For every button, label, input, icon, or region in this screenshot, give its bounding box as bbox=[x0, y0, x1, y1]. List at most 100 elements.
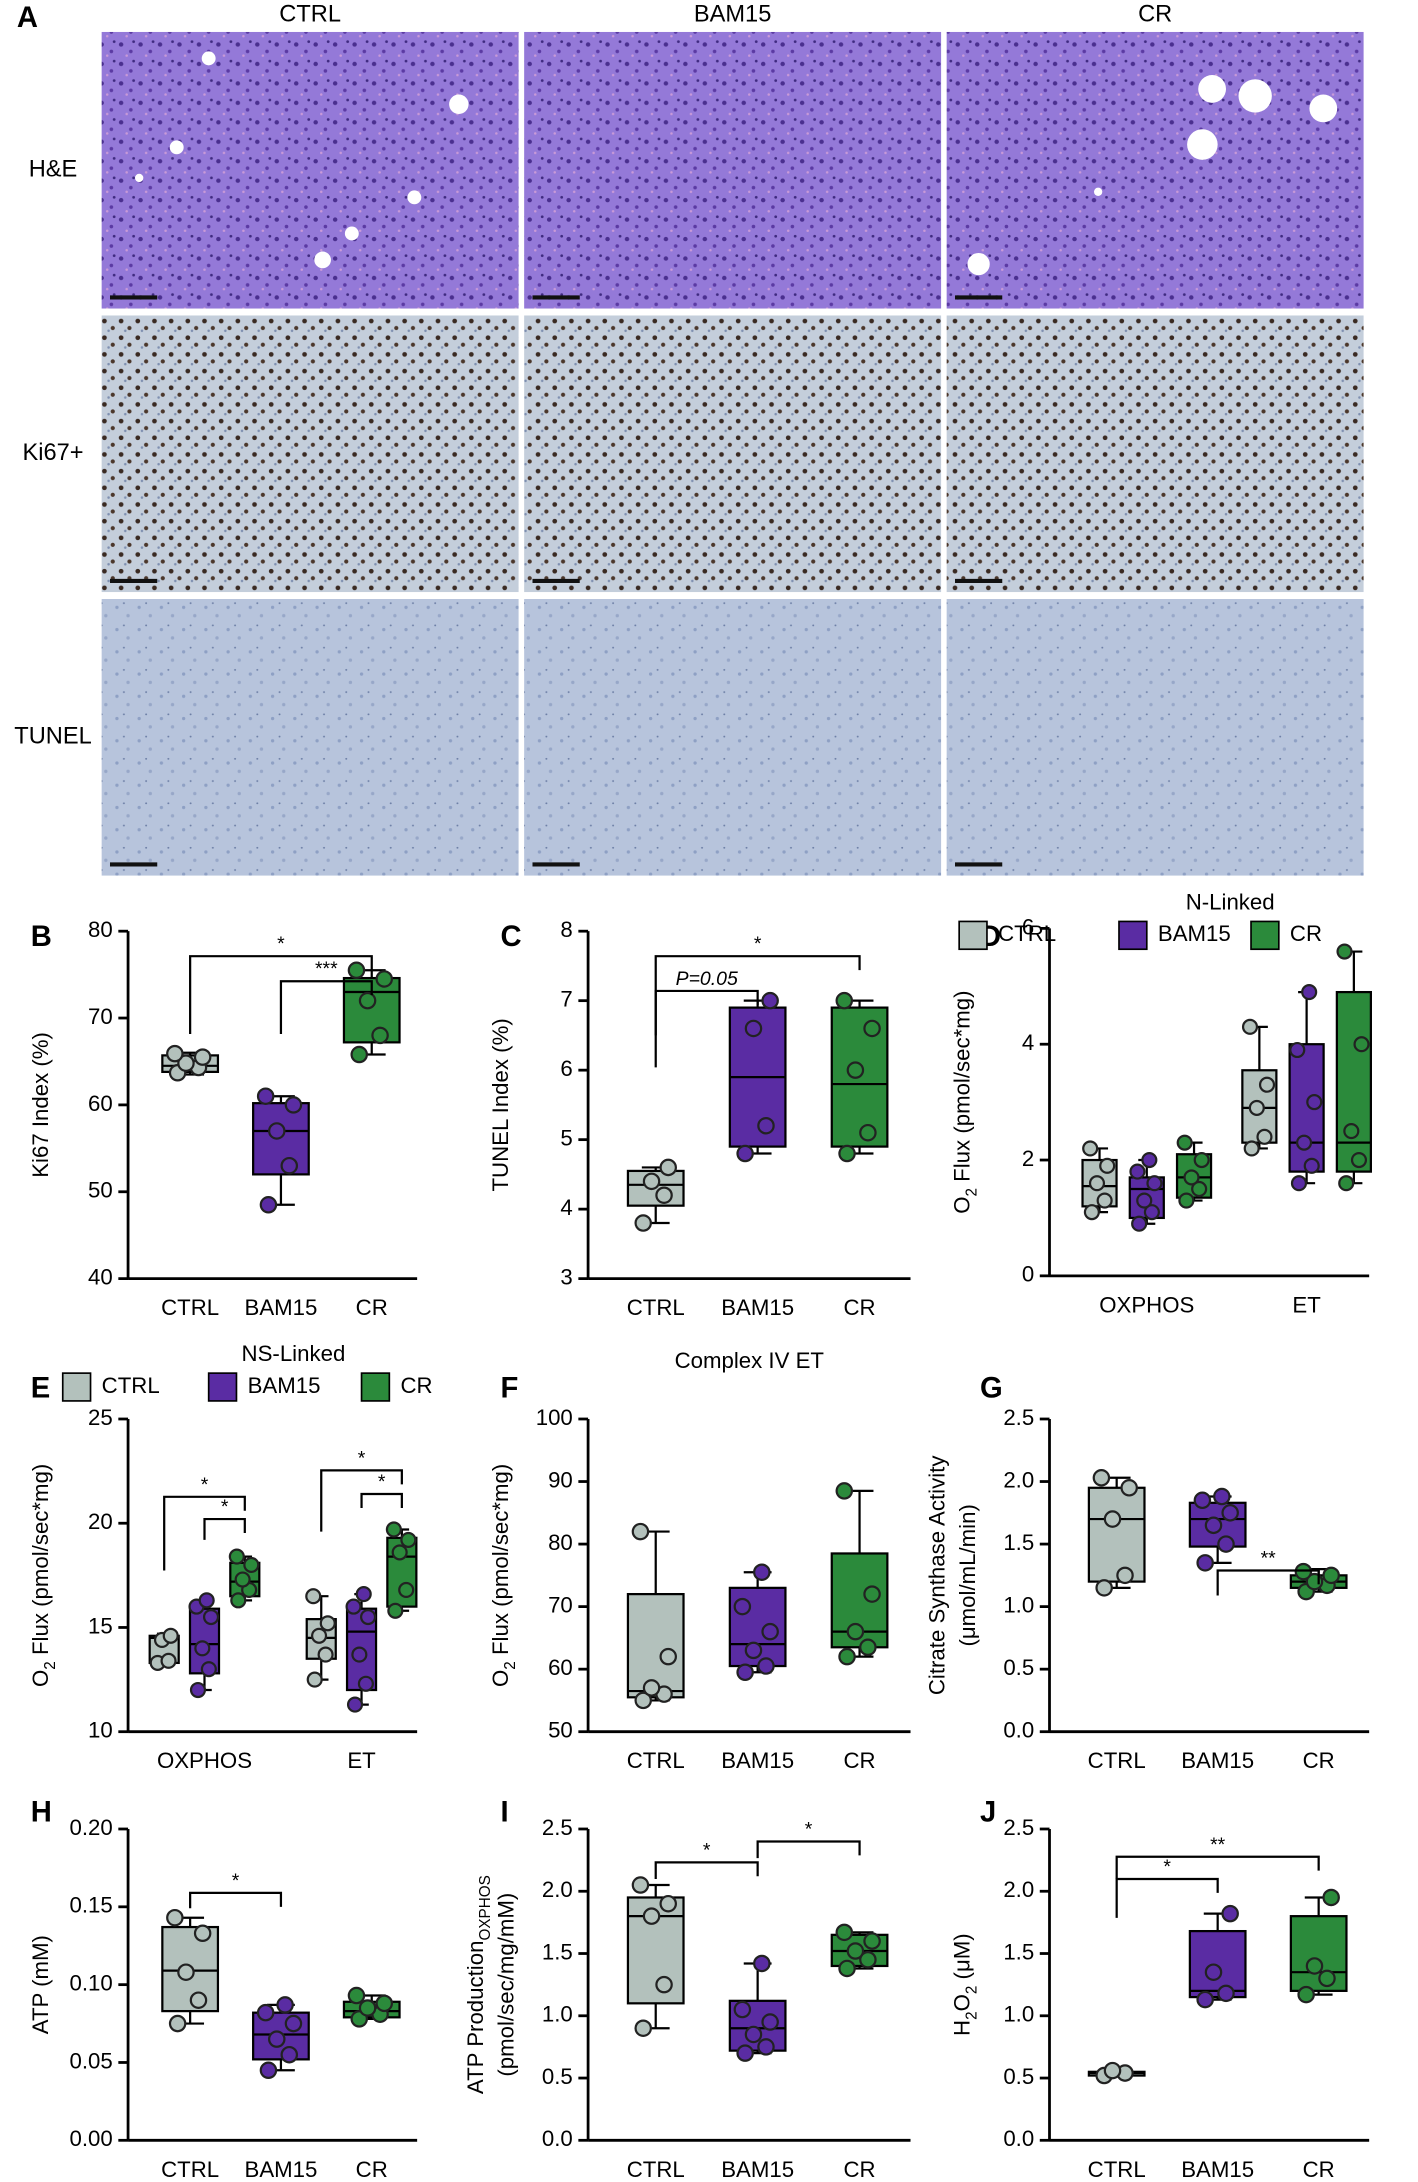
x-tick-label: BAM15 bbox=[1181, 2157, 1254, 2182]
data-point bbox=[1217, 1535, 1235, 1553]
legend-label: CR bbox=[400, 1373, 432, 1398]
y-tick-label: 100 bbox=[536, 1405, 573, 1430]
data-point bbox=[1301, 984, 1318, 1001]
data-point bbox=[835, 1482, 854, 1500]
panel-letter: I bbox=[501, 1796, 509, 1828]
row-label: H&E bbox=[29, 156, 78, 182]
data-point bbox=[400, 1531, 417, 1548]
data-point bbox=[1303, 1157, 1320, 1174]
legend-swatch bbox=[360, 1372, 391, 1402]
data-point bbox=[863, 1585, 881, 1603]
data-point bbox=[642, 1679, 661, 1697]
data-point bbox=[1143, 1204, 1160, 1221]
data-point bbox=[193, 1048, 212, 1066]
whisker-high bbox=[641, 1530, 670, 1595]
data-point bbox=[1136, 1192, 1153, 1209]
significance-label: * bbox=[805, 1819, 813, 1841]
y-axis-label-part: O bbox=[28, 1670, 53, 1687]
significance-label: * bbox=[378, 1471, 386, 1493]
data-point bbox=[168, 2014, 187, 2033]
data-point bbox=[259, 1196, 278, 1214]
data-point bbox=[189, 1991, 208, 2009]
y-tick-label: 1.0 bbox=[1003, 1592, 1034, 1617]
data-point bbox=[351, 1646, 368, 1663]
y-tick-label: 2.0 bbox=[1003, 1877, 1034, 1902]
data-point bbox=[634, 1691, 652, 1710]
y-axis-label-part: Flux (pmol/sec*mg) bbox=[949, 990, 974, 1188]
box bbox=[1087, 1486, 1146, 1583]
significance-label: P=0.05 bbox=[676, 968, 738, 990]
y-tick-label: 0.00 bbox=[70, 2126, 113, 2151]
significance-bracket bbox=[189, 1891, 283, 1909]
data-point bbox=[200, 1661, 217, 1678]
y-axis-label: ATP (mM) bbox=[28, 1935, 53, 2034]
significance-bracket bbox=[654, 1861, 759, 1880]
data-point bbox=[1092, 1469, 1111, 1487]
y-tick-label: 10 bbox=[88, 1718, 113, 1743]
y-axis-label-part: TUNEL Index (%) bbox=[488, 1018, 513, 1191]
data-point bbox=[1241, 1018, 1259, 1035]
significance-bracket bbox=[1115, 1855, 1320, 1880]
y-tick-label: 2.0 bbox=[1003, 1467, 1034, 1492]
y-tick-label: 50 bbox=[548, 1718, 573, 1743]
significance-bracket bbox=[203, 1517, 246, 1540]
data-point bbox=[757, 2038, 775, 2056]
box bbox=[1188, 1929, 1247, 1999]
data-point bbox=[1178, 1192, 1195, 1209]
vacuole bbox=[314, 251, 331, 269]
significance-label: *** bbox=[315, 958, 338, 980]
data-point bbox=[1296, 1134, 1313, 1151]
y-tick-label: 0.20 bbox=[70, 1815, 113, 1840]
data-point bbox=[166, 1044, 184, 1063]
data-point bbox=[350, 1045, 368, 1064]
data-point bbox=[160, 1652, 177, 1669]
data-point bbox=[1290, 1175, 1308, 1192]
data-point bbox=[194, 1640, 211, 1657]
y-tick-label: 2.5 bbox=[1003, 1815, 1034, 1840]
data-point bbox=[1103, 2061, 1122, 2080]
x-tick-label: CTRL bbox=[161, 2157, 219, 2182]
y-tick-label: 90 bbox=[548, 1467, 573, 1492]
micrograph bbox=[101, 31, 519, 309]
y-tick-label: 80 bbox=[88, 917, 113, 942]
x-tick-label: CR bbox=[844, 1748, 876, 1773]
data-point bbox=[863, 1019, 881, 1038]
y-axis-label: TUNEL Index (%) bbox=[488, 1018, 513, 1191]
whisker-high bbox=[1298, 990, 1316, 1045]
data-point bbox=[1083, 1204, 1100, 1221]
significance-label: * bbox=[201, 1474, 209, 1496]
data-point bbox=[1217, 1984, 1235, 2003]
data-point bbox=[1120, 1479, 1138, 1497]
legend-swatch bbox=[1250, 920, 1280, 951]
data-point bbox=[655, 1975, 673, 1994]
y-tick-label: 0 bbox=[1022, 1262, 1034, 1287]
data-point bbox=[268, 1122, 286, 1140]
x-tick-label: CTRL bbox=[161, 1295, 219, 1320]
y-tick-label: 25 bbox=[88, 1405, 113, 1430]
data-point bbox=[357, 1675, 374, 1692]
data-point bbox=[1248, 1099, 1265, 1116]
data-point bbox=[1193, 1151, 1210, 1169]
vacuole bbox=[1093, 187, 1103, 196]
y-axis-label-part: Citrate Synthase Activity bbox=[924, 1455, 949, 1695]
data-point bbox=[1204, 1963, 1223, 1981]
y-axis-label-part: OXPHOS bbox=[476, 1875, 493, 1940]
data-point bbox=[228, 1548, 245, 1565]
y-axis-label-part: Flux (pmol/sec*mg) bbox=[488, 1464, 513, 1662]
data-point bbox=[744, 1019, 763, 1038]
vacuole bbox=[407, 190, 422, 205]
data-point bbox=[1191, 1180, 1208, 1198]
y-tick-label: 15 bbox=[88, 1613, 113, 1638]
data-point bbox=[761, 2013, 779, 2031]
y-tick-label: 3 bbox=[560, 1264, 572, 1289]
y-axis-label-part: 2 bbox=[963, 1986, 980, 1995]
y-axis-label-part: ATP (mM) bbox=[28, 1935, 53, 2034]
y-axis-label-part: ATP Production bbox=[463, 1941, 488, 2095]
data-point bbox=[744, 1641, 763, 1660]
legend-label: CTRL bbox=[102, 1373, 160, 1398]
vacuole bbox=[1238, 79, 1272, 113]
vacuole bbox=[1187, 129, 1218, 160]
y-tick-label: 8 bbox=[560, 917, 572, 942]
vacuole bbox=[201, 51, 216, 66]
